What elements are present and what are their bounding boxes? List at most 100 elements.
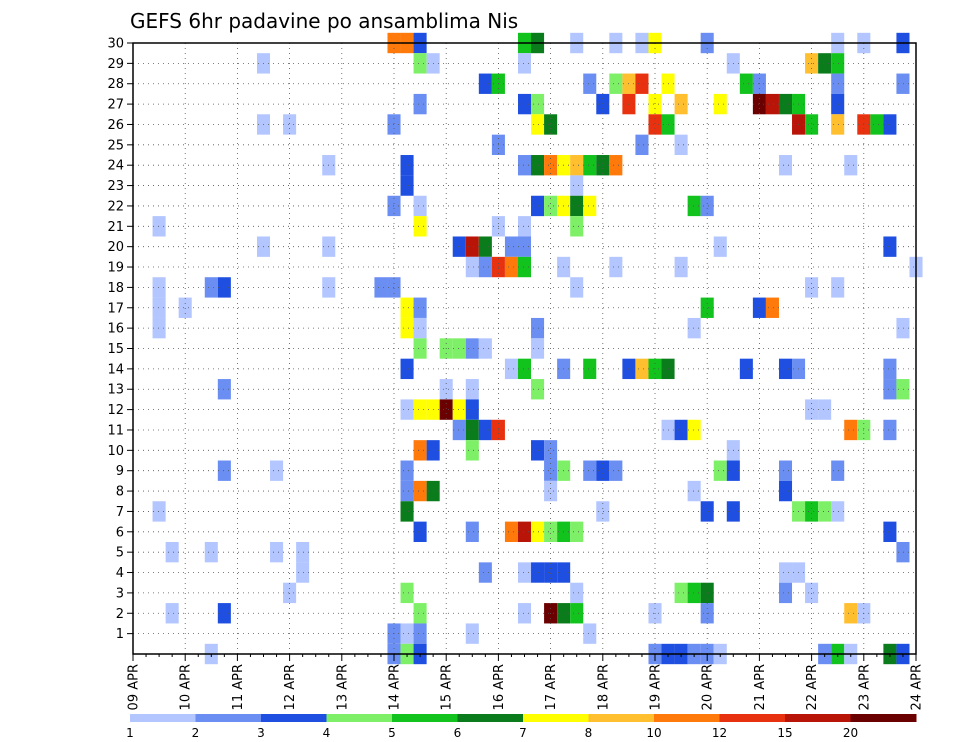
- x-tick-label: 18 APR: [596, 664, 611, 710]
- heatmap-cell: [152, 317, 166, 339]
- heatmap-cell: [152, 501, 166, 522]
- heatmap-cell: [531, 317, 545, 339]
- heatmap-cell: [583, 460, 597, 481]
- heatmap-cell: [544, 195, 558, 217]
- heatmap-cell: [413, 53, 427, 74]
- heatmap-cell: [752, 93, 766, 115]
- heatmap-cell: [818, 53, 832, 74]
- x-tick-label: 17 APR: [544, 664, 559, 710]
- heatmap-cell: [452, 419, 466, 441]
- heatmap-cell: [465, 399, 479, 420]
- heatmap-cell: [674, 582, 688, 604]
- heatmap-cell: [400, 155, 414, 176]
- heatmap-cell: [896, 541, 910, 563]
- heatmap-cell: [387, 277, 401, 298]
- heatmap-cell: [400, 175, 414, 196]
- legend-swatch: [719, 714, 786, 722]
- x-tick-label: 20 APR: [701, 664, 716, 710]
- y-tick-label: 22: [107, 199, 124, 214]
- legend-swatch: [195, 714, 262, 722]
- heatmap-cell: [544, 114, 558, 135]
- heatmap-cell: [883, 521, 897, 542]
- heatmap-cell: [400, 358, 414, 380]
- heatmap-cell: [439, 399, 453, 420]
- y-tick-label: 8: [116, 485, 124, 500]
- heatmap-cell: [270, 541, 284, 563]
- y-tick-label: 14: [107, 362, 124, 377]
- heatmap-cell: [283, 582, 297, 604]
- legend: 1 2 3 4 5 6 7 8 10 12 15 20: [126, 714, 917, 740]
- x-tick-label: 14 APR: [388, 664, 403, 710]
- y-tick-label: 28: [107, 77, 124, 92]
- heatmap-cell: [687, 480, 701, 502]
- heatmap-cell: [217, 277, 231, 298]
- x-tick-label: 24 APR: [910, 664, 925, 710]
- heatmap-cell: [596, 155, 610, 176]
- heatmap-cell: [818, 399, 832, 420]
- heatmap-cell: [752, 297, 766, 318]
- heatmap-cell: [413, 521, 427, 542]
- heatmap-cell: [204, 541, 218, 563]
- x-tick-label: 16 APR: [492, 664, 507, 710]
- heatmap-cell: [387, 195, 401, 217]
- legend-label: 4: [323, 726, 331, 740]
- heatmap-cell: [217, 603, 231, 624]
- y-tick-label: 6: [116, 525, 124, 540]
- heatmap-cell: [570, 155, 584, 176]
- heatmap-cell: [570, 582, 584, 604]
- heatmap-cell: [778, 480, 793, 502]
- heatmap-cell: [217, 460, 231, 481]
- heatmap-cell: [178, 297, 192, 318]
- heatmap-cell: [531, 195, 545, 217]
- heatmap-cell: [778, 460, 793, 481]
- x-tick-label: 15 APR: [440, 664, 455, 710]
- heatmap-cell: [674, 93, 688, 115]
- heatmap-cell: [152, 277, 166, 298]
- heatmap-cell: [296, 562, 310, 583]
- heatmap-cell: [570, 216, 584, 237]
- heatmap-cell: [844, 155, 858, 176]
- heatmap-cell: [778, 155, 793, 176]
- legend-label: 3: [257, 726, 265, 740]
- x-tick-label: 22 APR: [805, 664, 820, 710]
- heatmap-cell: [700, 582, 714, 604]
- heatmap-cell: [778, 358, 793, 380]
- heatmap-cell: [504, 256, 518, 278]
- heatmap-cell: [400, 317, 414, 339]
- heatmap-cell: [883, 379, 897, 400]
- legend-swatch: [130, 714, 196, 722]
- heatmap-cell: [517, 358, 532, 380]
- y-tick-label: 17: [107, 301, 124, 316]
- heatmap-cell: [413, 338, 427, 359]
- heatmap-cell: [465, 379, 479, 400]
- heatmap-cell: [544, 562, 558, 583]
- heatmap-cell: [531, 521, 545, 542]
- legend-swatch: [326, 714, 393, 722]
- heatmap-cell: [544, 155, 558, 176]
- chart-title: GEFS 6hr padavine po ansamblima Nis: [130, 9, 518, 33]
- heatmap-cell: [648, 93, 662, 115]
- heatmap-cell: [570, 195, 584, 217]
- heatmap-cell: [517, 236, 532, 257]
- heatmap-cell: [504, 521, 518, 542]
- heatmap-cell: [531, 114, 545, 135]
- heatmap-cell: [896, 73, 910, 94]
- heatmap-cell: [805, 114, 819, 135]
- heatmap-cell: [648, 114, 662, 135]
- heatmap-cell: [687, 195, 701, 217]
- heatmap-cell: [805, 501, 819, 522]
- heatmap-cell: [400, 582, 414, 604]
- heatmap-cell: [635, 73, 649, 94]
- legend-label: 2: [192, 726, 200, 740]
- heatmap-cell: [896, 379, 910, 400]
- y-tick-label: 4: [116, 566, 124, 581]
- heatmap-cell: [413, 623, 427, 644]
- heatmap-cell: [465, 256, 479, 278]
- heatmap-cell: [583, 155, 597, 176]
- heatmap-cell: [452, 236, 466, 257]
- heatmap-cell: [478, 338, 492, 359]
- heatmap-cell: [883, 114, 897, 135]
- heatmap-cell: [465, 419, 479, 441]
- heatmap-cell: [531, 440, 545, 461]
